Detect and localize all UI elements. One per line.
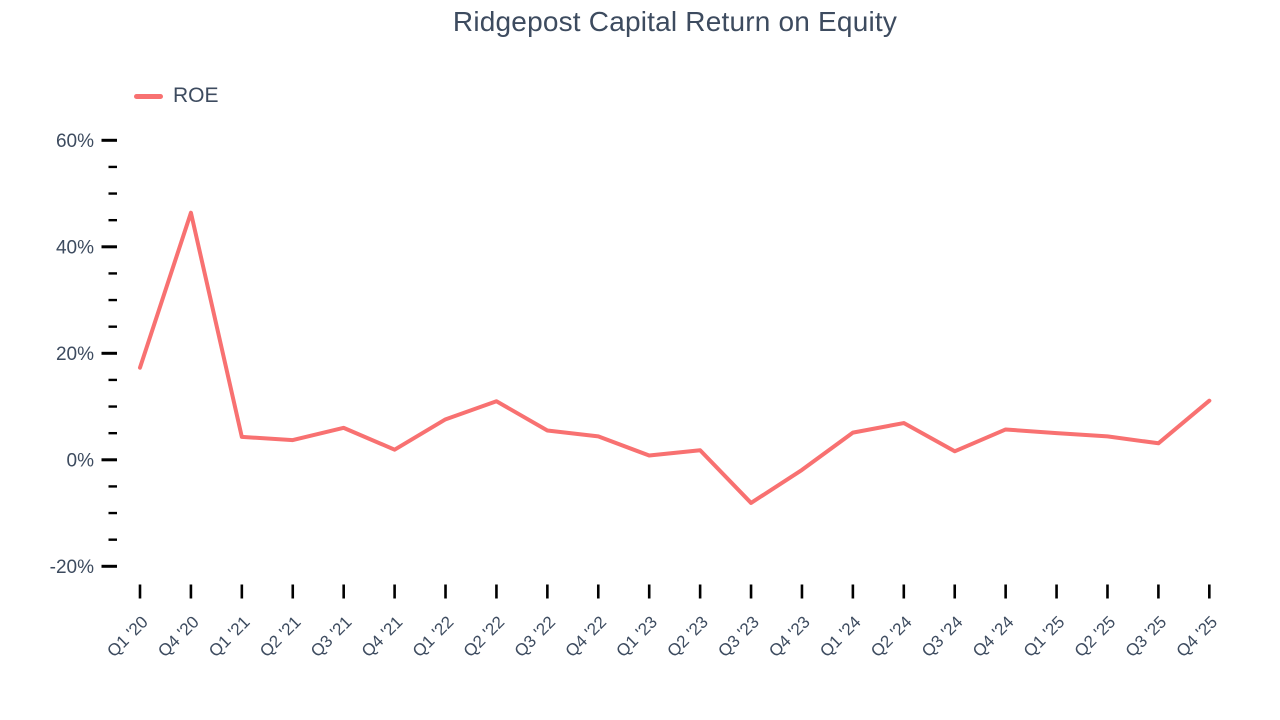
- legend-line-icon: [134, 93, 163, 99]
- x-tick-label: Q4 '23: [765, 612, 813, 660]
- x-tick-label: Q2 '24: [867, 612, 915, 660]
- x-tick-label: Q2 '21: [256, 612, 304, 660]
- y-tick-label: 40%: [56, 237, 94, 258]
- x-tick-label: Q3 '23: [714, 612, 762, 660]
- y-tick-label: 0%: [67, 450, 95, 471]
- roe-line: [138, 210, 1212, 505]
- x-tick-label: Q4 '20: [154, 612, 202, 660]
- x-tick-label: Q1 '21: [205, 612, 253, 660]
- y-tick-label: -20%: [50, 557, 94, 578]
- legend-label: ROE: [173, 84, 219, 107]
- x-tick-label: Q3 '25: [1122, 612, 1170, 660]
- x-tick-label: Q3 '22: [511, 612, 559, 660]
- x-tick-label: Q3 '21: [307, 612, 355, 660]
- y-tick-label: 20%: [56, 344, 94, 365]
- x-tick-label: Q1 '23: [613, 612, 661, 660]
- x-tick-label: Q2 '23: [663, 612, 711, 660]
- x-tick-label: Q2 '22: [460, 612, 508, 660]
- x-tick-label: Q1 '24: [816, 612, 864, 660]
- legend-item-roe[interactable]: ROE: [134, 84, 219, 108]
- x-tick-label: Q1 '22: [409, 612, 457, 660]
- x-tick-label: Q4 '21: [358, 612, 406, 660]
- x-tick-label: Q2 '25: [1071, 612, 1119, 660]
- x-tick-label: Q4 '25: [1173, 612, 1221, 660]
- x-tick-label: Q3 '24: [918, 612, 966, 660]
- x-tick-label: Q4 '24: [969, 612, 1017, 660]
- y-tick-label: 60%: [56, 131, 94, 152]
- legend: ROE: [134, 84, 219, 108]
- chart-title: Ridgepost Capital Return on Equity: [452, 6, 898, 37]
- x-tick-label: Q1 '20: [103, 612, 151, 660]
- x-tick-label: Q1 '25: [1020, 612, 1068, 660]
- x-tick-label: Q4 '22: [562, 612, 610, 660]
